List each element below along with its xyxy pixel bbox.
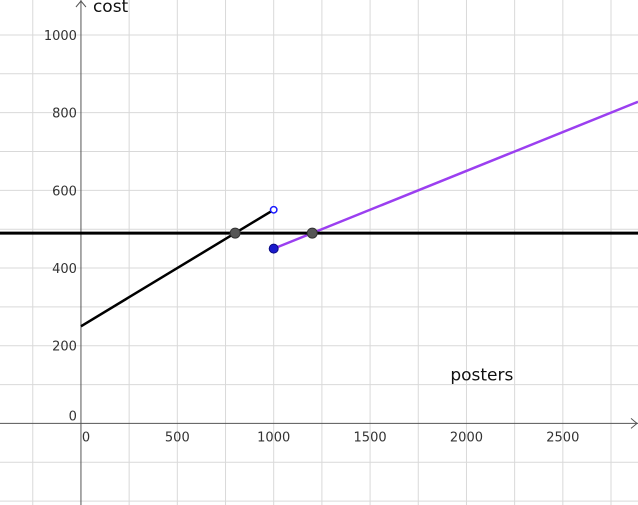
x-tick-label: 2500	[546, 430, 579, 445]
y-tick-label: 200	[52, 340, 77, 355]
y-tick-label: 600	[52, 184, 77, 199]
y-tick-label: 1000	[44, 29, 77, 44]
x-axis-title: posters	[450, 366, 513, 386]
data-points	[229, 205, 318, 254]
y-tick-label: 400	[52, 262, 77, 277]
y-axis-title: cost	[93, 0, 129, 17]
tick-labels: 0 500 1000 1500 2000 2500 0 200 400 600 800 1000	[44, 29, 580, 445]
open-endpoint	[269, 205, 278, 214]
series-line	[273, 100, 638, 250]
series-lines	[0, 100, 638, 328]
intersection-point	[229, 227, 241, 239]
x-axis-arrow-icon	[630, 418, 638, 429]
y-tick-label: 0	[69, 409, 77, 424]
y-axis-arrow-icon	[75, 0, 87, 8]
x-tick-label: 1000	[257, 430, 290, 445]
x-tick-label: 500	[165, 430, 190, 445]
x-tick-label: 1500	[354, 430, 387, 445]
closed-endpoint	[268, 243, 279, 254]
y-tick-label: 800	[52, 107, 77, 122]
series-line	[80, 208, 275, 328]
x-tick-label: 2000	[450, 430, 483, 445]
intersection-point	[306, 227, 318, 239]
x-tick-label: 0	[82, 430, 90, 445]
